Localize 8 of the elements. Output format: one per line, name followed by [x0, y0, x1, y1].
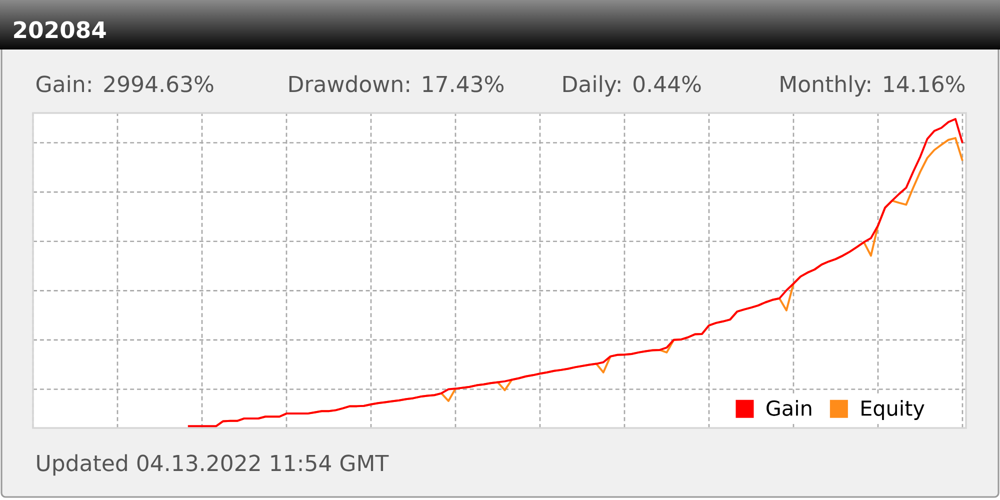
text: Daily: 0.44%	[563, 75, 701, 97]
legend-label: Gain	[766, 400, 812, 416]
text: Updated 04.13.2022 11:54 GMT	[37, 454, 389, 476]
text: Monthly: 14.16%	[780, 75, 965, 97]
chart-title: 202084	[14, 21, 106, 38]
text: Gain: 2994.63%	[36, 75, 214, 92]
text: Drawdown: 17.43%	[289, 75, 504, 92]
legend-label: Equity	[862, 400, 924, 420]
